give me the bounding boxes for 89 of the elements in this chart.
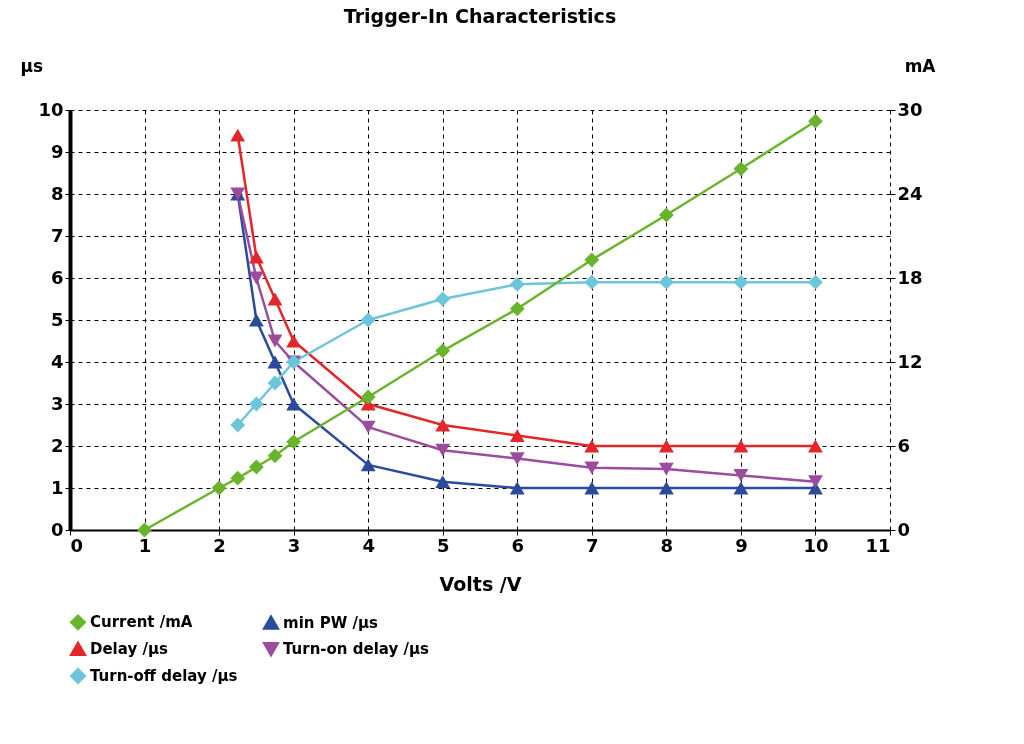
y2-tick-label: 30 [897,98,923,120]
legend-label: Delay /μs [90,640,168,658]
point [267,375,283,391]
point [808,113,823,129]
y-tick-label: 9 [50,140,64,162]
point [248,250,264,264]
point [808,274,823,290]
x-tick-label: 4 [362,534,375,556]
point [360,389,376,405]
y2-tick-label: 12 [897,350,923,372]
y2-axis-title: mA [904,55,937,76]
x-tick-label: 0 [70,534,84,556]
point [584,252,600,268]
point [360,420,376,434]
point [248,313,264,327]
x-tick-label: 2 [213,534,226,556]
x-tick-label: 10 [803,534,829,556]
y-tick-label: 0 [50,518,64,540]
point [658,462,674,476]
point [248,396,264,412]
point [230,417,246,433]
legend-label: Turn-on delay /μs [283,640,429,658]
y2-tick-label: 0 [897,518,911,540]
point [267,448,283,464]
point [584,481,600,495]
point [211,480,227,496]
point [435,343,451,359]
point [435,443,451,457]
point [230,470,246,486]
legend-label: min PW /μs [283,613,378,632]
point [509,452,525,466]
x-tick-label: 7 [586,534,599,556]
point [248,271,264,285]
point [733,468,749,482]
point [286,334,302,348]
point [509,429,525,442]
x-tick-label: 6 [511,534,525,556]
y-tick-label: 4 [50,350,64,372]
x-tick-label: 9 [735,534,748,556]
legend-label: Turn-off delay /μs [90,667,238,685]
chart-title: Trigger-In Characteristics [343,5,617,27]
point [584,461,600,475]
point [658,274,674,290]
point [509,301,525,317]
point [267,292,283,306]
point [435,291,451,307]
point [137,522,152,538]
point [658,207,674,223]
y-tick-label: 1 [50,476,64,498]
point [584,274,600,290]
point [808,475,823,489]
point [286,434,302,450]
point [286,397,302,411]
point [584,439,600,453]
point [733,274,749,290]
y2-tick-label: 6 [897,434,911,456]
point [267,355,283,369]
y-tick-label: 6 [50,266,64,288]
point [248,459,264,475]
y-tick-label: 10 [38,98,64,120]
point [658,439,674,453]
y2-tick-label: 24 [897,182,923,204]
legend-label: Current /mA [90,613,193,632]
x-tick-label: 1 [138,534,152,556]
point [360,458,376,472]
y-tick-label: 3 [50,392,64,414]
point [733,481,749,495]
point [435,418,451,432]
x-tick-label: 8 [660,534,674,556]
point [230,128,246,142]
point [509,276,525,292]
y-tick-label: 5 [50,308,64,330]
point [808,439,823,453]
point [733,161,749,177]
point [435,475,451,489]
y2-tick-label: 18 [897,266,923,288]
y-tick-label: 8 [50,182,64,204]
point [267,334,283,348]
y-tick-label: 2 [50,434,64,456]
point [658,481,674,495]
x-axis-title: Volts /V [439,572,522,595]
x-tick-label: 3 [287,534,301,556]
point [733,439,749,453]
y-axis-title: μs [20,55,44,76]
x-tick-label: 5 [436,534,450,556]
point [509,481,525,495]
x-tick-label: 11 [865,534,891,556]
y-tick-label: 7 [50,224,64,246]
point [360,312,376,328]
